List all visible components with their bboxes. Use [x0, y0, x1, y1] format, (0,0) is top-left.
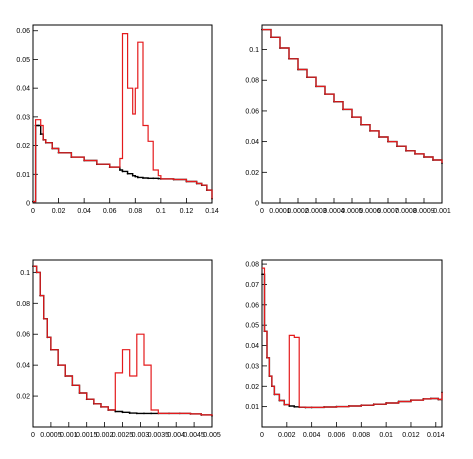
x-tick-label: 0.002	[96, 432, 114, 439]
x-tick-label: 0.006	[328, 432, 346, 439]
y-tick-label: 0.03	[16, 114, 30, 121]
y-tick-label: 0.08	[245, 262, 259, 269]
series-red-line	[262, 29, 443, 164]
x-tick-label: 0.0005	[40, 432, 62, 439]
y-tick-label: 0.02	[245, 384, 259, 391]
x-tick-label: 0	[260, 432, 264, 439]
data-point	[142, 177, 144, 179]
y-tick-label: 0.08	[16, 301, 30, 308]
x-tick-label: 0.02	[52, 208, 66, 215]
data-point	[157, 177, 160, 180]
x-tick-label: 0.004	[303, 432, 321, 439]
x-tick-label: 0.0004	[323, 208, 345, 215]
data-point	[134, 175, 137, 178]
y-tick-label: 0.01	[16, 172, 30, 179]
x-tick-label: 0.012	[402, 432, 420, 439]
y-tick-label: 0.01	[245, 404, 259, 411]
y-tick-label: 0.08	[245, 78, 259, 85]
x-tick-label: 0.008	[353, 432, 371, 439]
plot-frame	[261, 259, 443, 428]
x-tick-label: 0.002	[278, 432, 296, 439]
data-point	[293, 405, 296, 408]
y-tick-label: 0.04	[245, 139, 259, 146]
data-point	[121, 170, 124, 173]
chart-panel-bottom-left: 0 0.00050.0010.00150.0020.00250.0030.0035…	[16, 259, 221, 439]
x-tick-label: 0.001	[433, 208, 451, 215]
data-point	[37, 124, 40, 127]
data-point	[150, 412, 153, 415]
x-tick-label: 0.0045	[183, 432, 205, 439]
y-tick-label: 0.1	[249, 47, 259, 54]
y-tick-label: 0.02	[245, 170, 259, 177]
x-tick-label: 0	[260, 208, 264, 215]
x-tick-label: 0	[31, 432, 35, 439]
y-tick-label: 0.05	[16, 57, 30, 64]
y-tick-label: 0.03	[245, 363, 259, 370]
plot-frame	[32, 259, 213, 428]
y-tick-label: 0.05	[245, 323, 259, 330]
x-tick-label: 0.014	[427, 432, 445, 439]
data-point	[128, 412, 131, 414]
y-tick-label: 0.06	[245, 302, 259, 309]
y-tick-label: 0.02	[16, 394, 30, 401]
chart-panel-top-right: 0 0.00010.00020.00030.00040.00050.00060.0…	[245, 24, 451, 215]
y-tick-label: 0.06	[16, 28, 30, 35]
x-tick-label: 0.04	[77, 208, 91, 215]
x-tick-label: 0.1	[156, 208, 166, 215]
x-tick-label: 0.0007	[377, 208, 399, 215]
data-point	[261, 273, 263, 276]
y-tick-label: 0.04	[16, 363, 30, 370]
x-tick-label: 0.004	[167, 432, 185, 439]
y-tick-label: 0.02	[16, 143, 30, 150]
data-point	[143, 412, 145, 415]
series-red-line	[262, 267, 443, 408]
x-tick-label: 0.001	[60, 432, 78, 439]
plot-frame	[32, 24, 213, 204]
y-tick-label: 0.06	[16, 332, 30, 339]
chart-panel-top-left: 0 0.02 0.04 0.06 0.08 0.1 0.12 0.14 0 0.01 0.02 0.0…	[16, 24, 219, 215]
y-tick-label: 0	[26, 201, 30, 208]
x-tick-label: 0	[31, 208, 35, 215]
series-red-line	[33, 265, 213, 416]
x-tick-label: 0.0006	[359, 208, 381, 215]
y-tick-label: 0	[255, 201, 259, 208]
x-tick-label: 0.0025	[112, 432, 134, 439]
x-tick-label: 0.06	[103, 208, 117, 215]
x-tick-label: 0.0035	[148, 432, 170, 439]
x-tick-label: 0.0015	[76, 432, 98, 439]
x-tick-label: 0.0005	[341, 208, 363, 215]
x-tick-label: 0.0001	[269, 208, 291, 215]
y-tick-label: 0.04	[245, 343, 259, 350]
data-point	[288, 405, 291, 407]
data-point	[131, 174, 134, 177]
series-red-line	[33, 33, 213, 203]
data-point	[119, 169, 121, 171]
x-tick-label: 0.08	[128, 208, 142, 215]
data-point	[114, 410, 117, 413]
data-point	[147, 177, 149, 180]
x-tick-label: 0.0008	[395, 208, 417, 215]
data-point	[126, 172, 129, 175]
x-tick-label: 0.003	[132, 432, 150, 439]
data-point	[152, 177, 155, 180]
x-tick-label: 0.0009	[413, 208, 435, 215]
chart-panel-bottom-right: 0 0.002 0.004 0.006 0.008 0.01 0.012 0.014 0.01 0…	[245, 259, 445, 439]
series-black-line	[33, 265, 213, 416]
y-tick-label: 0.06	[245, 108, 259, 115]
y-tick-label: 0.1	[20, 270, 30, 277]
data-point	[135, 412, 138, 415]
x-tick-label: 0.0003	[305, 208, 327, 215]
y-tick-label: 0.07	[245, 282, 259, 289]
data-point	[121, 411, 124, 414]
x-tick-label: 0.14	[205, 208, 219, 215]
data-point	[136, 176, 139, 179]
x-tick-label: 0.005	[203, 432, 221, 439]
data-point	[39, 133, 42, 135]
x-tick-label: 0.01	[379, 432, 393, 439]
y-tick-label: 0.04	[16, 86, 30, 93]
x-tick-label: 0.12	[180, 208, 194, 215]
x-tick-label: 0.0002	[287, 208, 309, 215]
